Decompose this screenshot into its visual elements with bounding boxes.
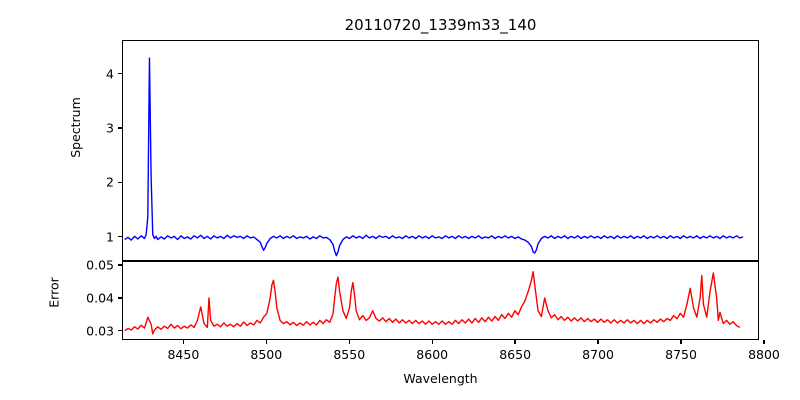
x-tick-label: 8700 <box>582 347 614 362</box>
x-tick <box>763 340 765 344</box>
spectrum-plot-area <box>122 40 759 261</box>
spectrum-ytick-label: 4 <box>106 66 114 82</box>
error-ytick <box>118 297 122 299</box>
page-title: 20110720_1339m33_140 <box>344 16 537 34</box>
spectrum-axis-label: Spectrum <box>67 97 83 159</box>
error-ytick-label: 0.05 <box>86 257 114 273</box>
x-axis-label: Wavelength <box>403 371 478 386</box>
x-tick-label: 8600 <box>416 347 449 362</box>
spectrum-ytick <box>118 181 122 183</box>
x-tick-label: 8450 <box>167 347 200 362</box>
error-ytick <box>118 264 122 266</box>
x-tick <box>431 340 433 344</box>
error-ytick <box>118 330 122 332</box>
spectrum-ytick-label: 1 <box>106 229 114 245</box>
x-tick <box>348 340 350 344</box>
x-tick-label: 8500 <box>250 347 283 362</box>
error-ytick-label: 0.03 <box>86 323 114 339</box>
x-tick <box>680 340 682 344</box>
x-tick <box>182 340 185 344</box>
spectrum-line-series <box>123 41 758 260</box>
spectrum-ytick-label: 3 <box>106 120 114 136</box>
spectrum-ytick-label: 2 <box>106 174 114 190</box>
x-tick <box>514 340 516 344</box>
x-tick <box>597 340 599 344</box>
x-tick <box>265 340 267 344</box>
spectrum-ytick <box>118 235 122 238</box>
x-tick-label: 8650 <box>499 347 532 362</box>
error-plot-area <box>122 261 759 340</box>
spectrum-ytick <box>118 73 122 75</box>
error-line-series <box>123 262 758 339</box>
x-tick-label: 8750 <box>665 347 697 362</box>
error-axis-label: Error <box>46 277 62 308</box>
x-tick-label: 8800 <box>748 347 780 362</box>
error-ytick-label: 0.04 <box>86 290 114 306</box>
x-tick-label: 8550 <box>333 347 366 362</box>
spectrum-ytick <box>118 127 122 129</box>
